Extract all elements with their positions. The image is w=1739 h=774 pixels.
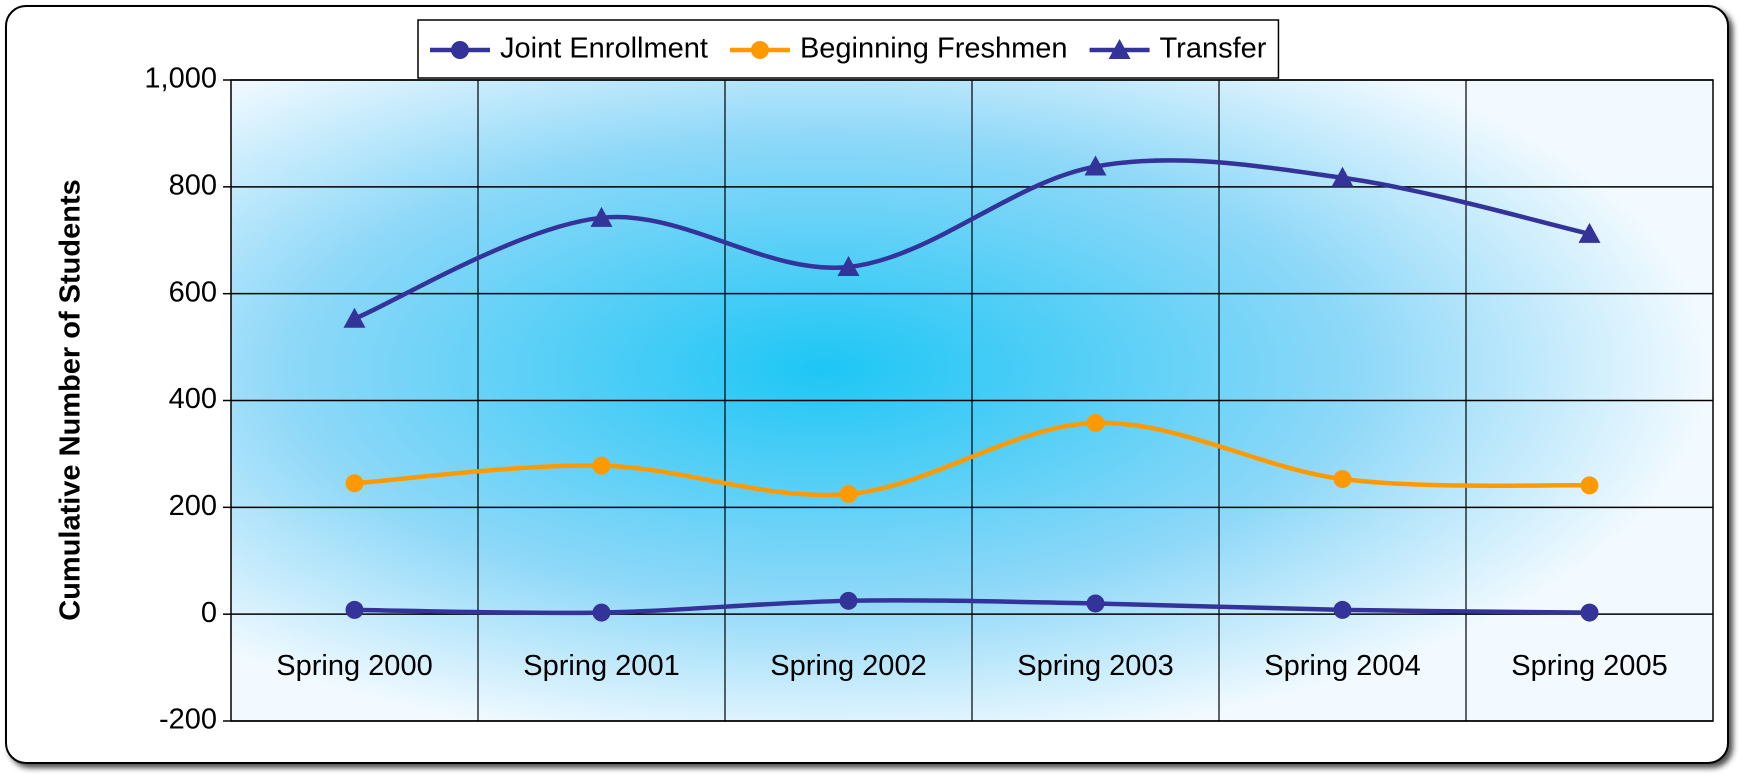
x-tick-label: Spring 2003 [1017,650,1173,682]
x-tick-label: Spring 2002 [770,650,926,682]
marker [1580,603,1599,622]
marker [590,206,613,227]
legend-marker [451,41,469,59]
x-tick-label: Spring 2004 [1264,650,1420,682]
legend-label: Joint Enrollment [500,33,708,65]
x-tick-label: Spring 2005 [1511,650,1667,682]
y-tick-label: 600 [169,276,217,308]
marker [1331,166,1354,187]
marker [839,484,858,503]
marker [1578,222,1601,243]
y-tick-label: 1,000 [144,63,217,95]
y-tick-label: 400 [169,383,217,415]
marker [343,307,366,328]
x-tick-label: Spring 2000 [276,650,432,682]
legend-marker [1108,39,1131,59]
marker [839,591,858,610]
x-tick-label: Spring 2001 [523,650,679,682]
legend-label: Transfer [1160,33,1267,65]
marker [1333,600,1352,619]
marker [1580,476,1599,495]
marker [1086,594,1105,613]
marker [592,456,611,475]
legend: Joint Enrollment Beginning Freshmen Transf… [417,19,1280,79]
y-axis-label: Cumulative Number of Students [55,179,87,621]
series-line [354,420,1590,498]
marker [837,255,860,276]
y-tick-label: -200 [159,704,217,736]
marker [345,474,364,493]
series-line [353,158,1590,321]
marker [1086,413,1105,432]
legend-marker [750,41,769,59]
marker [345,600,364,619]
plot-border [230,79,1714,722]
y-tick-label: 200 [169,490,217,522]
marker [1084,155,1107,176]
legend-label: Beginning Freshmen [800,33,1068,65]
marker [592,603,611,622]
y-tick-label: 0 [201,597,217,629]
y-tick-label: 800 [169,169,217,201]
marker [1333,470,1352,489]
series-line [354,598,1590,616]
